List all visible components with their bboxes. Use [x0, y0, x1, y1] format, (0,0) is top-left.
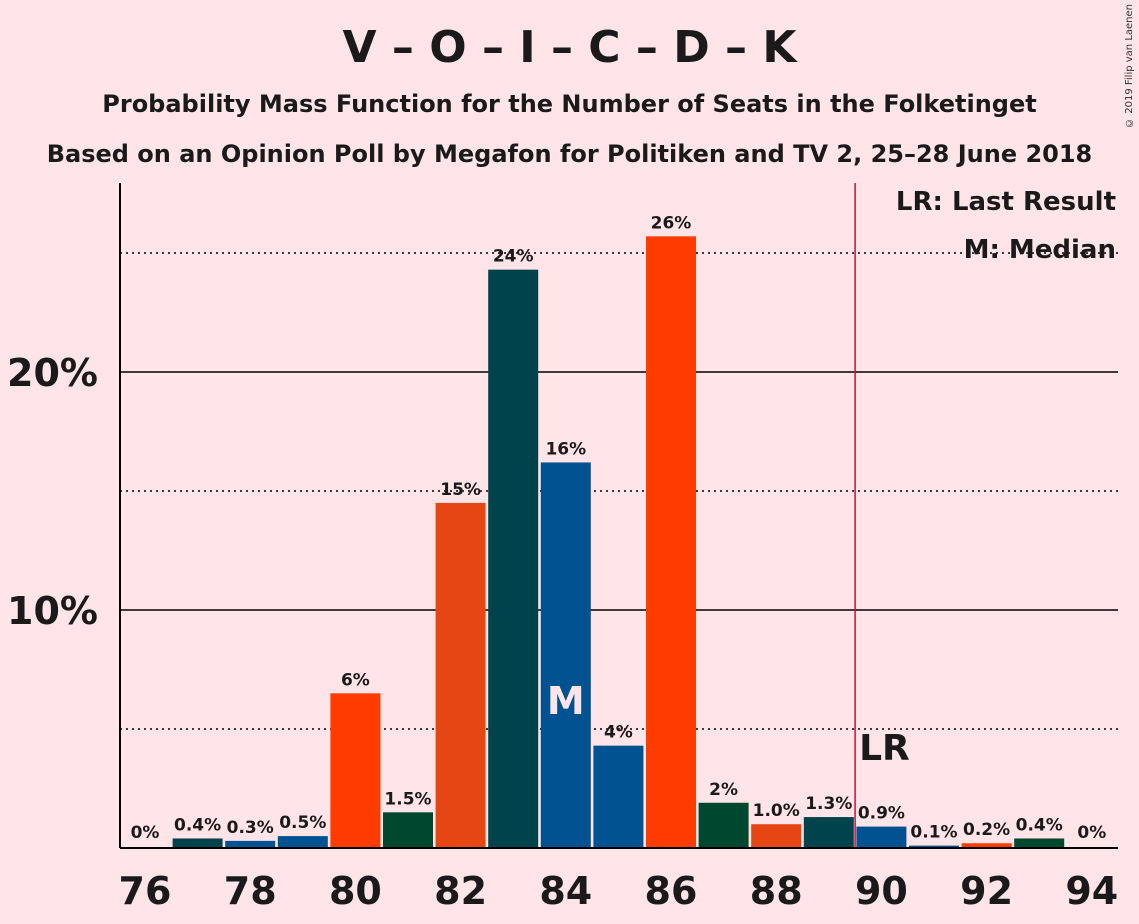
bar-value-label: 0% — [1077, 823, 1106, 843]
bar-77 — [172, 838, 223, 848]
bar-84 — [540, 462, 591, 848]
median-marker: M — [547, 679, 585, 723]
x-tick-label: 80 — [329, 869, 382, 913]
bar-value-label: 4% — [604, 723, 633, 743]
x-tick-label: 94 — [1065, 869, 1118, 913]
bar-88 — [751, 824, 802, 848]
bar-value-label: 2% — [709, 780, 738, 800]
bar-value-label: 16% — [545, 439, 586, 459]
bar-value-label: 1.5% — [384, 789, 431, 809]
bar-value-label: 0.3% — [227, 818, 274, 838]
bar-value-label: 0% — [131, 823, 160, 843]
bar-78 — [225, 840, 276, 848]
bar-value-label: 0.4% — [1016, 815, 1063, 835]
chart-subtitle: Probability Mass Function for the Number… — [102, 90, 1037, 118]
x-tick-label: 82 — [434, 869, 487, 913]
bar-value-label: 0.5% — [279, 813, 326, 833]
bar-83 — [488, 269, 539, 848]
y-tick-label: 10% — [7, 589, 98, 633]
x-tick-label: 88 — [750, 869, 803, 913]
bar-value-label: 0.2% — [963, 820, 1010, 840]
bar-value-label: 0.1% — [910, 823, 957, 843]
y-tick-label: 20% — [7, 351, 98, 395]
bar-81 — [383, 812, 433, 848]
bar-79 — [277, 836, 328, 848]
chart-subtitle-source: Based on an Opinion Poll by Megafon for … — [46, 140, 1093, 168]
bar-92 — [961, 843, 1012, 848]
x-tick-label: 76 — [119, 869, 172, 913]
bar-86 — [646, 236, 696, 849]
bar-value-label: 24% — [493, 247, 534, 267]
x-tick-label: 86 — [645, 869, 698, 913]
x-tick-label: 78 — [224, 869, 277, 913]
bar-value-label: 1.0% — [753, 801, 800, 821]
legend-entry: LR: Last Result — [896, 187, 1116, 217]
bar-value-label: 6% — [341, 670, 370, 690]
legend-entry: M: Median — [964, 235, 1116, 265]
bar-value-label: 0.4% — [174, 815, 221, 835]
x-tick-label: 84 — [539, 869, 592, 913]
x-tick-label: 92 — [960, 869, 1013, 913]
x-tick-label: 90 — [855, 869, 908, 913]
bar-93 — [1014, 838, 1065, 848]
bar-value-label: 26% — [651, 213, 692, 233]
bar-91 — [909, 845, 959, 848]
bar-value-label: 15% — [440, 480, 481, 500]
bar-82 — [435, 502, 486, 848]
bar-value-label: 0.9% — [858, 804, 905, 824]
bar-85 — [593, 745, 644, 848]
bar-90 — [856, 826, 907, 848]
bar-value-label: 1.3% — [805, 794, 852, 814]
chart-title: V – O – I – C – D – K — [342, 22, 797, 73]
bar-87 — [698, 802, 749, 848]
bar-89 — [803, 817, 854, 848]
bar-80 — [330, 693, 381, 848]
last-result-label: LR — [859, 728, 910, 769]
